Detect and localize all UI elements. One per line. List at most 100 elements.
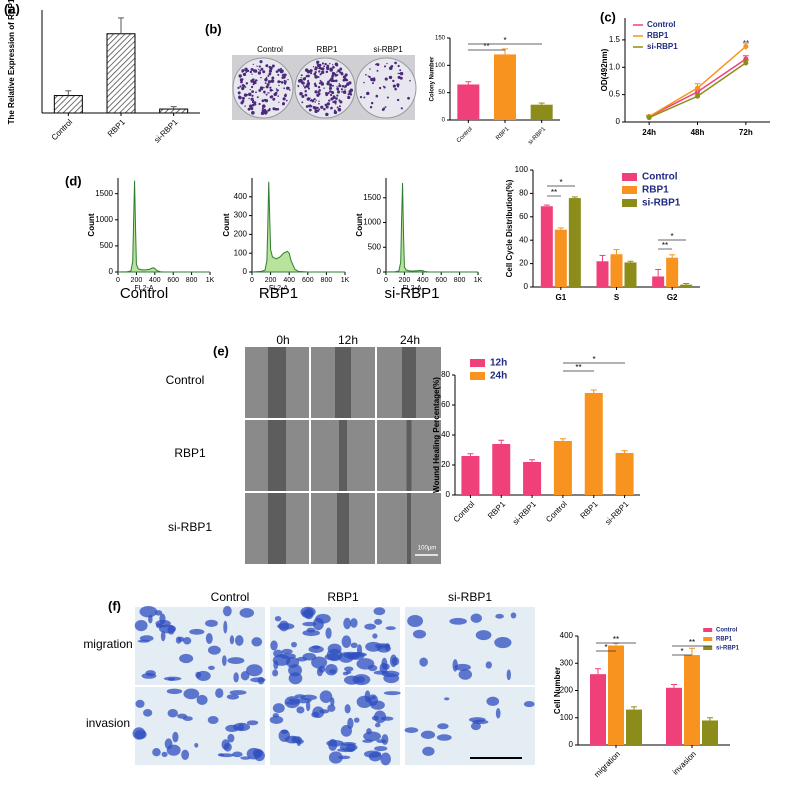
area	[251, 181, 345, 273]
colony	[329, 87, 332, 90]
colony	[323, 108, 326, 111]
cell-cluster	[305, 700, 311, 712]
y-tick-label: 80	[441, 370, 450, 379]
x-tick-label: 200	[399, 277, 411, 284]
wound-gap	[337, 493, 349, 564]
colony	[335, 97, 338, 100]
colony	[336, 85, 338, 88]
y-tick-label: 100	[435, 63, 446, 69]
colony	[320, 67, 324, 71]
colony	[284, 93, 287, 96]
colony	[321, 62, 325, 65]
y-tick-label: 0	[442, 118, 446, 124]
cell-cluster	[353, 717, 360, 723]
x-tick-label: 800	[321, 277, 333, 284]
cell-cluster	[134, 619, 148, 632]
colony	[280, 67, 282, 70]
colony	[241, 69, 245, 73]
colony	[312, 66, 315, 68]
cell-cluster	[221, 655, 227, 667]
cell-cluster	[485, 661, 492, 669]
y-tick-label: 20	[441, 460, 450, 469]
y-tick-label: 0	[524, 282, 529, 291]
colony	[328, 90, 331, 93]
colony	[270, 95, 274, 98]
significance-label: *	[559, 178, 562, 187]
colony	[251, 90, 255, 94]
bar	[626, 709, 642, 745]
cell-cluster	[288, 664, 303, 677]
colony	[338, 105, 341, 108]
colony	[320, 80, 323, 84]
cell-cluster	[148, 614, 153, 624]
colony	[397, 64, 400, 68]
bar	[684, 655, 700, 745]
cell-cluster	[374, 618, 383, 625]
cell-cluster	[351, 652, 367, 657]
colony	[367, 75, 369, 77]
cell-cluster	[160, 630, 166, 642]
significance-label: *	[670, 232, 673, 241]
cell-cluster	[352, 674, 371, 686]
significance-label: **	[483, 42, 489, 51]
cell-cluster	[486, 696, 500, 707]
x-tick-label: 400	[417, 277, 429, 284]
cell-cluster	[222, 605, 232, 617]
cell-cluster	[272, 669, 279, 677]
cell-cluster	[183, 688, 200, 700]
cell-cluster	[383, 691, 401, 696]
colony	[268, 69, 272, 73]
colony	[302, 85, 305, 87]
image-layer	[132, 55, 535, 766]
cell-cluster	[523, 701, 535, 708]
colony	[376, 63, 378, 65]
cell-cluster	[167, 677, 176, 681]
colony	[330, 93, 333, 97]
colony	[336, 94, 339, 97]
colony	[271, 89, 274, 91]
cell-cluster	[208, 665, 215, 670]
legend-label: 12h	[490, 358, 507, 369]
colony	[276, 108, 280, 111]
image-label: 12h	[338, 333, 358, 347]
colony	[407, 96, 410, 100]
colony	[241, 87, 245, 91]
cell-cluster	[350, 618, 358, 628]
cell-cluster	[172, 731, 179, 743]
x-tick-label: 800	[454, 277, 466, 284]
x-tick-label: S	[614, 293, 620, 302]
cell-cluster	[246, 664, 263, 677]
colony	[392, 84, 396, 88]
colony	[244, 105, 246, 107]
cell-cluster	[449, 617, 467, 625]
legend-swatch	[703, 637, 713, 641]
panel-label: (a)	[4, 1, 20, 16]
marker	[695, 85, 700, 91]
cell-cluster	[232, 751, 243, 758]
colony	[241, 78, 244, 81]
y-tick-label: 60	[441, 400, 450, 409]
colony	[397, 72, 399, 75]
significance-label: *	[604, 643, 607, 652]
colony	[277, 80, 281, 84]
colony	[297, 79, 302, 83]
x-tick-label: 48h	[691, 128, 705, 137]
colony	[241, 84, 245, 87]
cell-cluster	[420, 730, 436, 740]
colony	[249, 88, 251, 91]
cell-cluster	[233, 672, 239, 683]
colony	[325, 93, 328, 96]
cell-cluster	[246, 747, 262, 760]
legend-label: 24h	[490, 371, 507, 382]
cell-cluster	[374, 722, 381, 728]
legend-label: Control	[642, 172, 678, 183]
colony	[254, 103, 257, 106]
colony	[268, 107, 271, 110]
colony	[325, 112, 329, 117]
colony	[261, 107, 264, 110]
image-label: si-RBP1	[373, 45, 403, 54]
colony	[282, 97, 286, 101]
cell-cluster	[278, 620, 290, 632]
cell-cluster	[364, 623, 376, 630]
significance-label: *	[680, 647, 683, 656]
